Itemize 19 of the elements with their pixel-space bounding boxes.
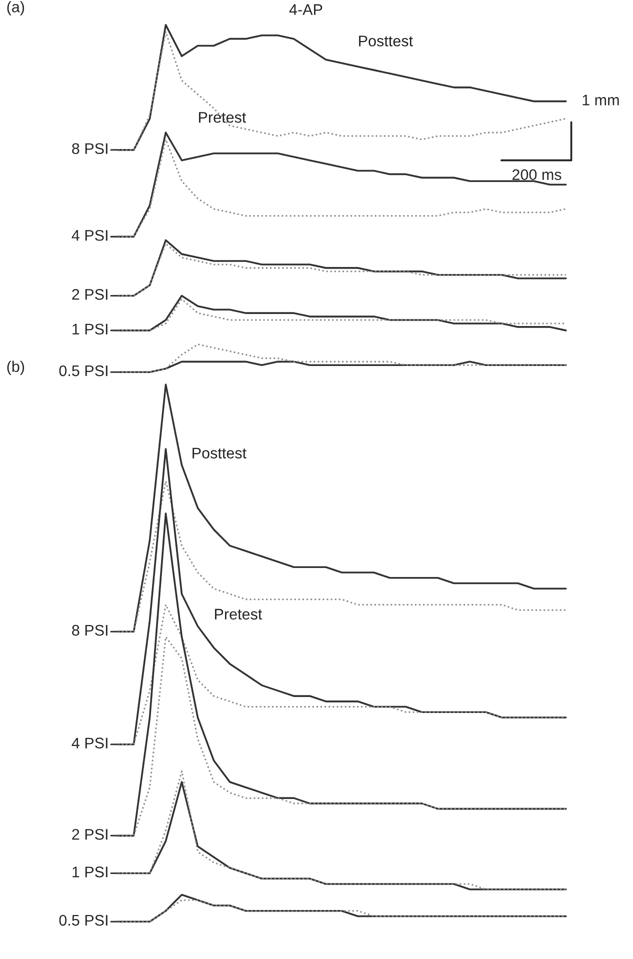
text: 1 mm: [582, 94, 619, 106]
text: 0.5 PSI: [59, 914, 108, 926]
annotation: 200 ms: [512, 169, 562, 180]
series-label: Pretest: [199, 112, 246, 123]
text: 2 PSI: [72, 289, 108, 300]
text: 4 PSI: [72, 230, 108, 241]
text: 8 PSI: [72, 143, 108, 154]
text: 8 PSI: [72, 624, 108, 636]
text: 4 PSI: [72, 738, 108, 748]
chart-title: (b): [7, 360, 24, 375]
text: 2 PSI: [72, 828, 108, 840]
series-label: Pretest: [215, 608, 262, 620]
chart-title: (a): [7, 1, 24, 16]
series-label: Posttest: [359, 36, 413, 46]
text: 0.5 PSI: [59, 365, 108, 376]
text: 4-AP: [289, 4, 322, 15]
text: 1 PSI: [72, 324, 108, 335]
text: 1 PSI: [72, 866, 108, 878]
series-label: Posttest: [192, 448, 246, 458]
